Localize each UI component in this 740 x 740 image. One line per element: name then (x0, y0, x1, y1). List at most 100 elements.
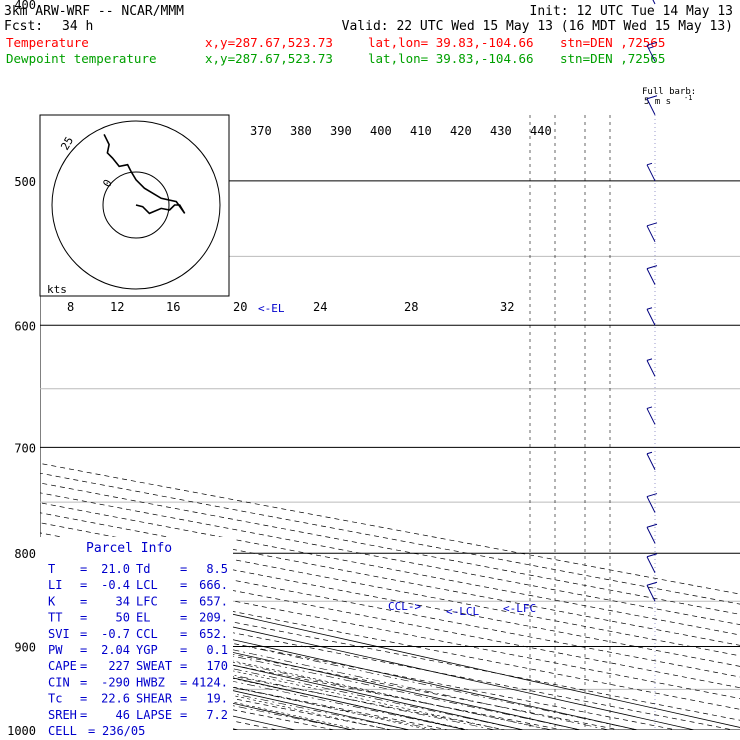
parcel-row-equals-left: = (80, 594, 87, 608)
level-annotation: <-LCL (446, 605, 479, 618)
legend-dewp-name: Dewpoint temperature (6, 51, 157, 66)
isotherm (40, 583, 695, 730)
parcel-row-equals-right: = (180, 708, 187, 722)
legend-temp-name: Temperature (6, 35, 89, 50)
theta-label: 430 (490, 124, 512, 138)
hodograph-units: kts (47, 283, 67, 296)
parcel-row-label-left: LI (48, 578, 62, 592)
pressure-tick-label: 800 (14, 547, 36, 561)
wind-barb-flag (646, 95, 658, 100)
parcel-row-label-right: CCL (136, 627, 158, 641)
theta-label: 370 (250, 124, 272, 138)
parcel-row-equals-left: = (80, 708, 87, 722)
mixing-top-label: 24 (313, 300, 327, 314)
theta-label: 400 (370, 124, 392, 138)
valid-time: Valid: 22 UTC Wed 15 May 13 (16 MDT Wed … (342, 19, 733, 34)
parcel-row-value-left: 21.0 (101, 562, 130, 576)
parcel-row-equals-right: = (180, 594, 187, 608)
hodograph-ring-outer (51, 120, 221, 290)
parcel-row-value-left: 46 (116, 708, 130, 722)
axis-labels-layer: 100200300400500600700800900100023581220-… (7, 0, 552, 738)
wind-barb-half (646, 406, 653, 409)
legend-dewp-latlon: lat,lon= 39.83,-104.66 (368, 51, 534, 66)
hodograph-frame (39, 114, 230, 297)
pressure-tick-label: 900 (14, 641, 36, 655)
parcel-row-value-right: 652. (199, 627, 228, 641)
parcel-row-equals-right: = (180, 659, 187, 673)
pressure-tick-label: 700 (14, 441, 36, 455)
pressure-tick-label: 1000 (7, 724, 36, 738)
wind-barb (646, 45, 656, 62)
theta-label: 440 (530, 124, 552, 138)
parcel-row-equals-left: = (80, 562, 87, 576)
wind-barb (652, 0, 656, 5)
wind-barb (646, 496, 656, 513)
init-time: Init: 12 UTC Tue 14 May 13 (530, 4, 734, 19)
parcel-row-label-right: YGP (136, 643, 158, 657)
parcel-row-label-left: CAPE (48, 659, 77, 673)
wind-barb (646, 164, 656, 182)
wind-barb-flag (646, 265, 658, 270)
parcel-row-label-left: SREH (48, 708, 77, 722)
wind-barb-flag (646, 493, 658, 498)
parcel-row-label-left: CIN (48, 675, 70, 689)
wind-barb (646, 360, 656, 377)
mixing-top-label: 28 (404, 300, 418, 314)
fcst-label: Fcst: (4, 19, 43, 34)
wind-barb (646, 225, 656, 243)
parcel-row-value-right: 4124. (192, 675, 228, 689)
parcel-row-value-left: 2.04 (101, 643, 130, 657)
parcel-row-label-left: Tc (48, 692, 62, 706)
parcel-row-value-right: 657. (199, 594, 228, 608)
parcel-row-label-left: K (48, 594, 56, 608)
mixing-top-label: 20 (233, 300, 247, 314)
pressure-tick-label: 400 (14, 0, 36, 12)
parcel-row-equals-left: = (80, 659, 87, 673)
level-annotation: <-LFC (503, 602, 536, 615)
parcel-row-value-left: 50 (116, 611, 130, 625)
theta-label: 380 (290, 124, 312, 138)
parcel-row-value-right: 8.5 (206, 562, 228, 576)
parcel-row-value-left: 34 (116, 594, 130, 608)
hodograph-ring-inner (102, 171, 170, 239)
parcel-row-value-right: 19. (206, 692, 228, 706)
parcel-row-label-right: LFC (136, 594, 158, 608)
model-title: 3km ARW-WRF -- NCAR/MMM (4, 4, 184, 19)
hodograph-inset: 0 25 kts (39, 114, 230, 297)
wind-barb-half (646, 307, 653, 310)
parcel-row-label-left: SVI (48, 627, 70, 641)
mixing-top-label: 12 (110, 300, 124, 314)
parcel-row-label-left: PW (48, 643, 63, 657)
parcel-row-equals-left: = (80, 578, 87, 592)
pressure-tick-label: 600 (14, 319, 36, 333)
wind-barb-half (648, 46, 654, 49)
parcel-row-label-left: T (48, 562, 55, 576)
parcel-row-label-left: TT (48, 611, 62, 625)
parcel-row-value-left: -290 (101, 675, 130, 689)
parcel-cell-value: 236/05 (102, 724, 145, 738)
wind-barb-flag (646, 41, 658, 46)
parcel-row-label-right: LCL (136, 578, 158, 592)
legend-dewp-stn: stn=DEN ,72565 (560, 51, 665, 66)
parcel-row-value-left: 22.6 (101, 692, 130, 706)
parcel-row-equals-right: = (180, 562, 187, 576)
legend-temp-xy: x,y=287.67,523.73 (205, 35, 333, 50)
parcel-row-equals-right: = (180, 578, 187, 592)
wind-barb-flag (646, 523, 658, 528)
wind-barb (646, 527, 656, 544)
wind-barb-flag (646, 581, 658, 586)
parcel-row-equals-left: = (80, 611, 87, 625)
wind-barb-half (646, 162, 653, 166)
legend-temp-stn: stn=DEN ,72565 (560, 35, 665, 50)
wind-barb-half (646, 358, 653, 361)
wind-barb (646, 408, 656, 425)
theta-label: 420 (450, 124, 472, 138)
wind-barb-flag (646, 553, 658, 558)
mixing-top-label: 8 (67, 300, 74, 314)
mixing-top-label: 16 (166, 300, 180, 314)
wind-barb (646, 453, 656, 470)
parcel-row-equals-left: = (80, 627, 87, 641)
